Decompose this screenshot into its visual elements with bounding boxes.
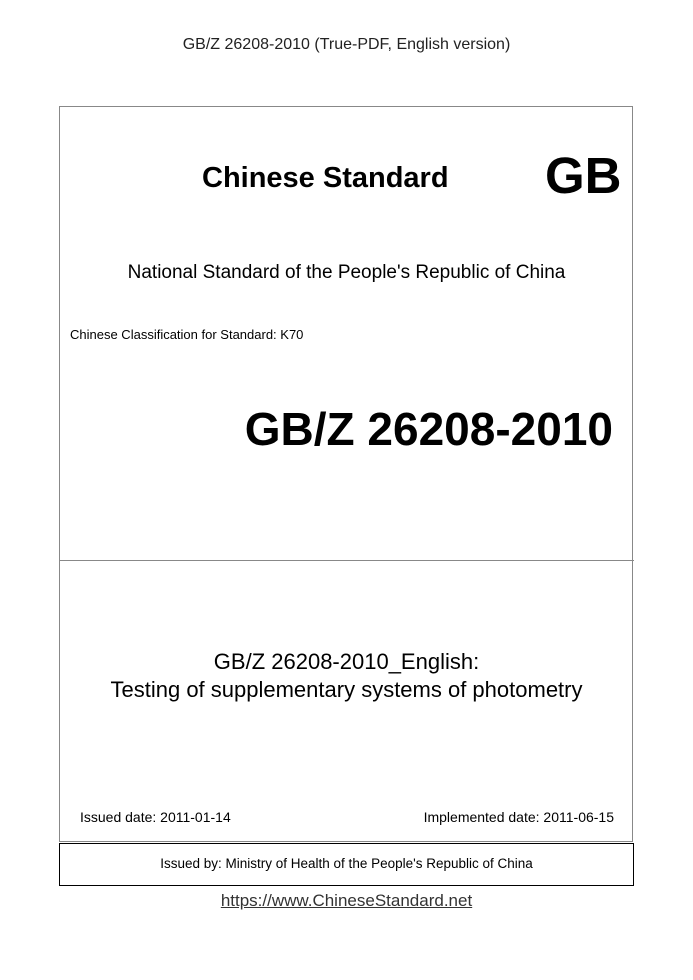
implemented-date: Implemented date: 2011-06-15 [423, 809, 614, 825]
title-line-1: GB/Z 26208-2010_English: [213, 649, 480, 674]
national-standard-label: National Standard of the People's Republ… [127, 262, 566, 283]
chinese-standard-heading: Chinese Standard [202, 162, 449, 194]
title-line-2: Testing of supplementary systems of phot… [110, 677, 583, 702]
classification-label: Chinese Classification for Standard: K70 [70, 327, 304, 342]
issued-date: Issued date: 2011-01-14 [80, 809, 231, 825]
issued-by-box: Issued by: Ministry of Health of the Peo… [59, 843, 634, 886]
website-link[interactable]: https://www.ChineseStandard.net [220, 891, 473, 910]
page-header: GB/Z 26208-2010 (True-PDF, English versi… [182, 36, 511, 53]
cover-divider [59, 560, 634, 561]
cover-frame [59, 106, 633, 842]
gb-mark: GB [545, 147, 622, 204]
standard-code: GB/Z 26208-2010 [244, 403, 613, 455]
